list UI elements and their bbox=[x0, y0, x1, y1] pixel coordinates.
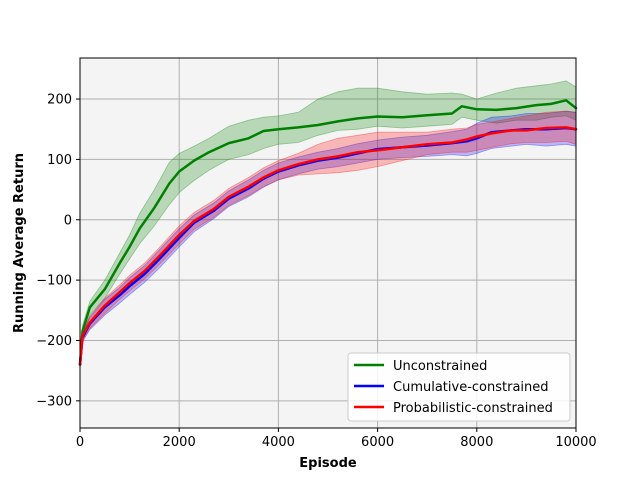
y-tick-label: −100 bbox=[36, 274, 72, 289]
legend-box bbox=[347, 352, 571, 422]
legend-label-probabilistic: Probabilistic-constrained bbox=[393, 401, 553, 416]
axis-ticks bbox=[76, 98, 577, 432]
series-lines bbox=[78, 99, 578, 366]
y-tick-label: 100 bbox=[47, 153, 72, 168]
x-tick-label: 8000 bbox=[460, 435, 493, 450]
legend-label-unconstrained: Unconstrained bbox=[393, 359, 487, 374]
axis-tick-labels: 0 2000 4000 6000 8000 10000 −300 −200 −100 0 100 20… bbox=[36, 93, 596, 450]
y-tick-label: 0 bbox=[64, 213, 72, 228]
x-tick-label: 0 bbox=[76, 435, 84, 450]
line-unconstrained bbox=[78, 99, 578, 366]
x-tick-label: 6000 bbox=[361, 435, 394, 450]
legend-label-cumulative: Cumulative-constrained bbox=[393, 380, 549, 395]
x-axis-title: Episode bbox=[299, 456, 357, 471]
y-tick-label: 200 bbox=[47, 93, 72, 108]
line-probabilistic-constrained bbox=[78, 126, 578, 366]
x-tick-label: 4000 bbox=[262, 435, 295, 450]
x-tick-label: 10000 bbox=[555, 435, 596, 450]
legend: Unconstrained Cumulative-constrained Pro… bbox=[347, 352, 571, 422]
y-axis-title: Running Average Return bbox=[12, 153, 27, 333]
y-tick-label: −200 bbox=[36, 334, 72, 349]
y-tick-label: −300 bbox=[36, 394, 72, 409]
plot-frame bbox=[79, 57, 577, 429]
x-tick-label: 2000 bbox=[163, 435, 196, 450]
